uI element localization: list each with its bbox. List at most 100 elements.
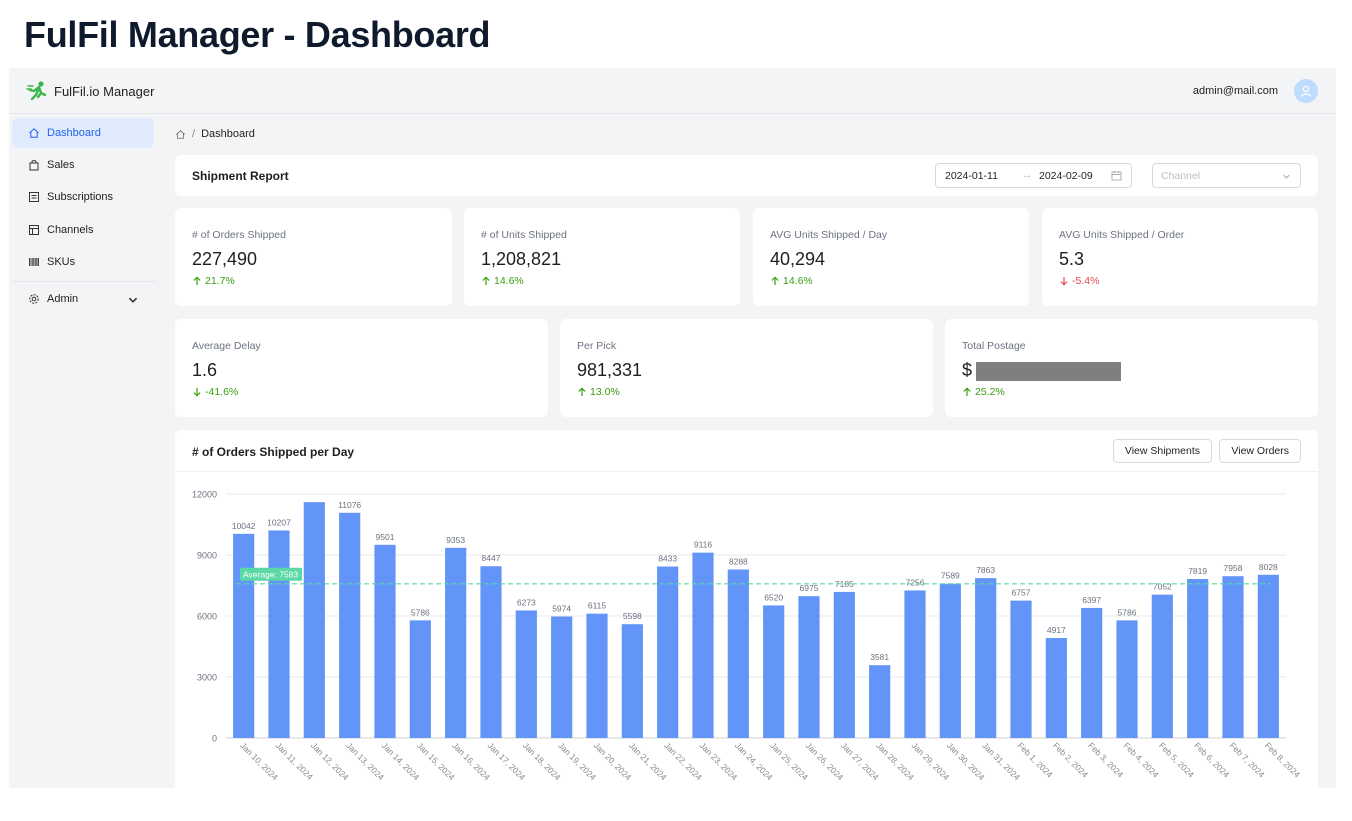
stat-change: -5.4% bbox=[1059, 275, 1099, 287]
data-label: 8433 bbox=[658, 554, 677, 564]
bar bbox=[692, 552, 714, 738]
chart-header: # of Orders Shipped per Day View Shipmen… bbox=[175, 430, 1318, 472]
arrow-down-icon bbox=[1060, 277, 1068, 286]
data-label: 5974 bbox=[552, 604, 571, 614]
app-window: FulFil.io Manager admin@mail.com Dashboa… bbox=[9, 68, 1336, 788]
y-tick-label: 6000 bbox=[197, 612, 217, 622]
barcode-icon bbox=[29, 258, 39, 266]
channel-placeholder: Channel bbox=[1161, 170, 1201, 182]
stat-card-per-pick: Per Pick 981,331 13.0% bbox=[560, 319, 933, 417]
data-label: 4917 bbox=[1047, 625, 1066, 635]
x-tick-label: Feb 8, 2024 bbox=[1263, 740, 1302, 779]
stat-label: Total Postage bbox=[962, 340, 1026, 352]
x-tick-label: Feb 4, 2024 bbox=[1122, 740, 1161, 779]
arrow-right-icon: → bbox=[1022, 169, 1033, 181]
chevron-down-icon bbox=[1283, 174, 1290, 179]
stat-change: -41.6% bbox=[192, 386, 238, 398]
data-label: 6757 bbox=[1012, 588, 1031, 598]
date-end[interactable]: 2024-02-09 bbox=[1039, 170, 1093, 182]
sidebar-item-label: SKUs bbox=[47, 256, 76, 268]
data-label: 10207 bbox=[267, 517, 291, 527]
sidebar-item-admin[interactable]: Admin bbox=[12, 284, 154, 314]
bar bbox=[445, 547, 467, 738]
sidebar: Dashboard Sales Subscriptions Channels S… bbox=[9, 114, 161, 788]
sidebar-item-dashboard[interactable]: Dashboard bbox=[12, 118, 154, 148]
view-shipments-button[interactable]: View Shipments bbox=[1112, 439, 1212, 463]
data-label: 5786 bbox=[1118, 607, 1137, 617]
date-start[interactable]: 2024-01-11 bbox=[945, 170, 998, 182]
data-label: 6975 bbox=[800, 583, 819, 593]
bar bbox=[833, 591, 855, 738]
channel-select[interactable]: Channel bbox=[1152, 163, 1301, 188]
stat-value: 5.3 bbox=[1059, 249, 1085, 269]
home-icon bbox=[29, 128, 39, 138]
stat-value: $ bbox=[962, 360, 1122, 381]
user-email[interactable]: admin@mail.com bbox=[1192, 85, 1278, 97]
data-label: 9353 bbox=[446, 535, 465, 545]
bar bbox=[904, 590, 926, 738]
bar bbox=[409, 620, 431, 738]
stat-card-total-postage: Total Postage $ 25.2% bbox=[945, 319, 1318, 417]
stat-change: 13.0% bbox=[577, 386, 620, 398]
bar bbox=[1010, 600, 1032, 738]
data-label: 7819 bbox=[1188, 566, 1207, 576]
stat-card-average-delay: Average Delay 1.6 -41.6% bbox=[175, 319, 548, 417]
breadcrumb: / Dashboard bbox=[175, 128, 255, 140]
y-tick-label: 0 bbox=[212, 734, 217, 744]
data-label: 7589 bbox=[941, 571, 960, 581]
x-tick-label: Feb 6, 2024 bbox=[1192, 740, 1231, 779]
stat-card-avg-units-order: AVG Units Shipped / Order 5.3 -5.4% bbox=[1042, 208, 1318, 306]
avatar[interactable] bbox=[1294, 79, 1318, 103]
stat-value: 227,490 bbox=[192, 249, 258, 269]
arrow-up-icon bbox=[963, 387, 971, 396]
stat-label: Per Pick bbox=[577, 340, 617, 352]
gear-icon bbox=[29, 294, 39, 304]
data-label: 6273 bbox=[517, 597, 536, 607]
report-title: Shipment Report bbox=[192, 169, 289, 183]
arrow-up-icon bbox=[482, 276, 490, 285]
stat-label: # of Orders Shipped bbox=[192, 229, 286, 241]
data-label: 11076 bbox=[338, 500, 361, 510]
date-range-picker[interactable]: 2024-01-11 → 2024-02-09 bbox=[935, 163, 1132, 188]
stat-card-avg-units-day: AVG Units Shipped / Day 40,294 14.6% bbox=[753, 208, 1029, 306]
data-label: 6397 bbox=[1082, 595, 1101, 605]
home-icon[interactable] bbox=[175, 129, 186, 140]
stat-label: # of Units Shipped bbox=[481, 229, 567, 241]
y-tick-label: 12000 bbox=[192, 490, 217, 500]
bar bbox=[339, 512, 361, 738]
data-label: 5598 bbox=[623, 611, 642, 621]
arrow-down-icon bbox=[193, 388, 201, 397]
stat-change: 14.6% bbox=[481, 275, 524, 287]
bar bbox=[763, 605, 785, 738]
data-label: 6520 bbox=[764, 592, 783, 602]
sidebar-item-subscriptions[interactable]: Subscriptions bbox=[12, 182, 154, 212]
stat-label: AVG Units Shipped / Order bbox=[1059, 229, 1185, 241]
sidebar-item-label: Sales bbox=[47, 159, 75, 171]
average-label: Average: 7583 bbox=[243, 569, 298, 579]
sidebar-item-channels[interactable]: Channels bbox=[12, 215, 154, 245]
stat-change: 21.7% bbox=[192, 275, 235, 287]
sidebar-item-sales[interactable]: Sales bbox=[12, 150, 154, 180]
view-orders-button[interactable]: View Orders bbox=[1219, 439, 1301, 463]
data-label: 8447 bbox=[482, 553, 501, 563]
sidebar-divider bbox=[12, 281, 157, 282]
data-label: 7958 bbox=[1224, 563, 1243, 573]
bar bbox=[1081, 607, 1103, 738]
runner-logo-icon bbox=[26, 81, 47, 101]
redacted-value bbox=[976, 361, 1122, 381]
bar bbox=[233, 533, 255, 738]
sidebar-item-label: Channels bbox=[47, 224, 94, 236]
stat-change: 14.6% bbox=[770, 275, 813, 287]
calendar-icon bbox=[1111, 171, 1122, 181]
bar bbox=[939, 583, 961, 738]
bar bbox=[1222, 576, 1244, 738]
bar bbox=[586, 613, 608, 738]
sidebar-item-skus[interactable]: SKUs bbox=[12, 247, 154, 277]
x-tick-label: Feb 3, 2024 bbox=[1086, 740, 1125, 779]
page-title: FulFil Manager - Dashboard bbox=[24, 14, 491, 55]
store-icon bbox=[29, 225, 39, 235]
stat-change-value: 13.0% bbox=[590, 386, 620, 398]
bar bbox=[515, 610, 537, 738]
bar bbox=[621, 624, 643, 738]
